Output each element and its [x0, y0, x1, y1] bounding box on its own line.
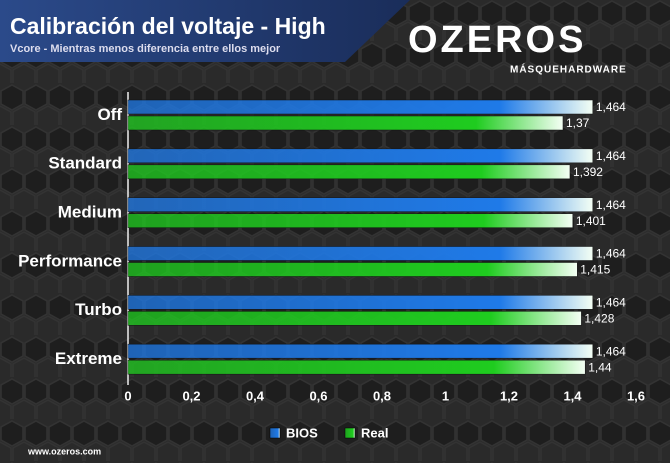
value-label: 1,464 [596, 296, 626, 310]
bar [127, 213, 574, 228]
y-tick-label: Off [97, 105, 122, 124]
brand-logo: OZEROS [408, 19, 586, 61]
brand-url: www.ozeros.com [27, 446, 101, 456]
x-tick-label: 1,4 [563, 388, 582, 403]
bar [127, 148, 594, 164]
legend-swatch [269, 427, 281, 439]
value-label: 1,401 [576, 214, 606, 228]
value-label: 1,464 [596, 149, 626, 163]
brand-tagline: MÁSQUEHARDWARE [510, 63, 627, 76]
bar [127, 262, 578, 277]
y-tick-label: Medium [58, 203, 122, 222]
bar [127, 311, 582, 326]
bar [127, 197, 594, 212]
value-label: 1,428 [584, 312, 614, 326]
header-band [0, 0, 410, 62]
x-tick-label: 1 [442, 388, 449, 403]
legend-label: Real [361, 425, 388, 440]
value-label: 1,415 [580, 263, 610, 277]
x-tick-label: 0,4 [246, 388, 265, 403]
value-label: 1,464 [596, 344, 626, 358]
x-tick-label: 1,6 [627, 388, 645, 403]
value-label: 1,464 [596, 247, 626, 261]
value-label: 1,44 [588, 360, 612, 374]
value-label: 1,464 [596, 100, 626, 114]
value-label: 1,464 [596, 198, 626, 212]
bar [127, 343, 594, 359]
y-tick-label: Standard [48, 154, 122, 173]
x-tick-label: 0 [124, 388, 131, 403]
bar [127, 164, 571, 180]
bar [127, 295, 594, 310]
y-tick-label: Performance [18, 251, 122, 270]
value-label: 1,392 [573, 165, 603, 179]
x-tick-label: 0,8 [373, 388, 391, 403]
x-tick-label: 0,6 [309, 388, 327, 403]
legend-swatch [344, 427, 356, 439]
legend-label: BIOS [286, 425, 318, 440]
bar [127, 115, 564, 131]
y-tick-label: Turbo [75, 300, 122, 319]
chart-subtitle: Vcore - Mientras menos diferencia entre … [10, 43, 281, 55]
bar [127, 359, 586, 375]
x-tick-label: 1,2 [500, 388, 518, 403]
y-tick-label: Extreme [55, 349, 122, 368]
x-tick-label: 0,2 [182, 388, 200, 403]
bar [127, 99, 594, 115]
value-label: 1,37 [566, 116, 590, 130]
bar [127, 246, 594, 261]
chart-title: Calibración del voltaje - High [10, 13, 326, 39]
